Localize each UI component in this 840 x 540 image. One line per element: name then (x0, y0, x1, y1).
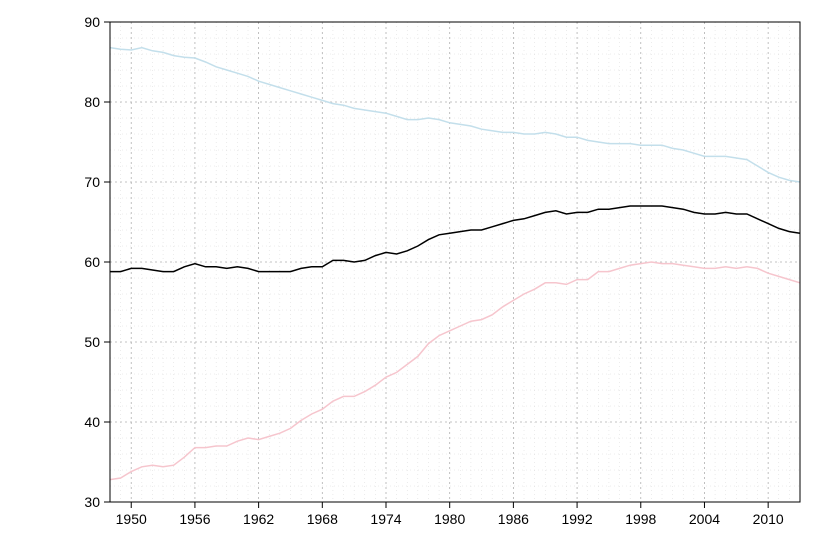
x-tick-label: 1968 (307, 511, 338, 527)
y-tick-label: 90 (84, 14, 100, 30)
y-tick-label: 70 (84, 174, 100, 190)
line-chart: 1950 1956 1962 1968 1974 1980 1986 1992 1998 2004… (0, 0, 840, 540)
chart-svg: 1950 1956 1962 1968 1974 1980 1986 1992 1998 2004… (0, 0, 840, 540)
x-tick-label: 1950 (116, 511, 147, 527)
y-tick-label: 60 (84, 254, 100, 270)
x-tick-label: 1998 (625, 511, 656, 527)
x-tick-label: 1986 (498, 511, 529, 527)
x-tick-label: 1992 (561, 511, 592, 527)
x-tick-label: 2010 (753, 511, 784, 527)
y-tick-label: 80 (84, 94, 100, 110)
x-tick-label: 1980 (434, 511, 465, 527)
x-tick-label: 1974 (370, 511, 401, 527)
y-tick-label: 40 (84, 414, 100, 430)
x-tick-label: 1956 (179, 511, 210, 527)
y-tick-label: 50 (84, 334, 100, 350)
x-tick-label: 1962 (243, 511, 274, 527)
y-tick-label: 30 (84, 494, 100, 510)
series-blue (110, 48, 800, 182)
x-tick-label: 2004 (689, 511, 720, 527)
series-pink (110, 262, 800, 480)
